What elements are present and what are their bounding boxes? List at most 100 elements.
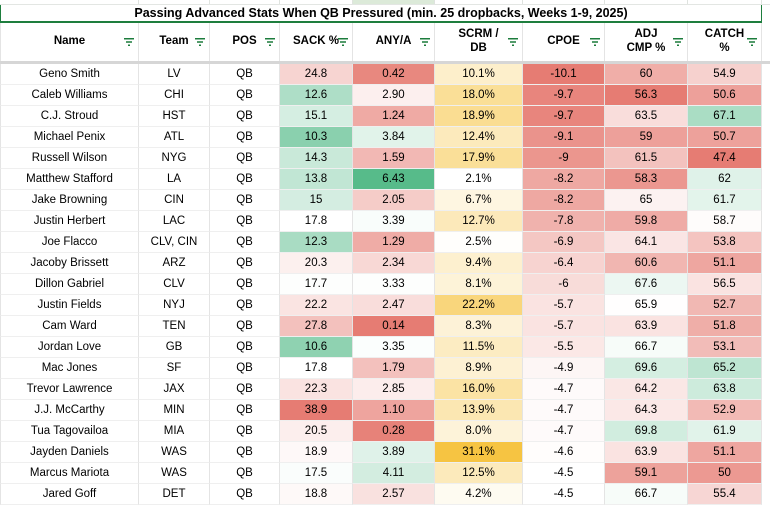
cell-catch[interactable]: 61.7 [688,190,762,211]
cell-cpoe[interactable]: -9 [523,148,605,169]
cell-catch[interactable]: 61.9 [688,421,762,442]
cell-cpoe[interactable]: -4.5 [523,484,605,505]
cell-catch[interactable]: 51.8 [688,316,762,337]
cell-anya[interactable]: 1.59 [353,148,435,169]
cell-sack[interactable]: 14.3 [280,148,353,169]
cell-sack[interactable]: 10.3 [280,127,353,148]
cell-team[interactable]: WAS [139,442,210,463]
cell-pos[interactable]: QB [210,295,280,316]
cell-name[interactable]: Joe Flacco [0,232,139,253]
cell-team[interactable]: JAX [139,379,210,400]
filter-icon[interactable] [419,37,431,47]
cell-name[interactable]: J.J. McCarthy [0,400,139,421]
cell-catch[interactable]: 52.7 [688,295,762,316]
cell-scrm[interactable]: 6.7% [435,190,523,211]
cell-catch[interactable]: 54.9 [688,64,762,85]
cell-catch[interactable]: 51.1 [688,442,762,463]
cell-pos[interactable]: QB [210,337,280,358]
cell-anya[interactable]: 3.35 [353,337,435,358]
filter-icon[interactable] [194,37,206,47]
cell-anya[interactable]: 1.79 [353,358,435,379]
cell-adj[interactable]: 63.9 [605,316,688,337]
cell-name[interactable]: Caleb Williams [0,85,139,106]
cell-cpoe[interactable]: -5.7 [523,316,605,337]
cell-sack[interactable]: 17.8 [280,358,353,379]
cell-scrm[interactable]: 18.9% [435,106,523,127]
cell-adj[interactable]: 69.8 [605,421,688,442]
cell-adj[interactable]: 66.7 [605,337,688,358]
cell-scrm[interactable]: 18.0% [435,85,523,106]
cell-name[interactable]: Tua Tagovailoa [0,421,139,442]
cell-catch[interactable]: 55.4 [688,484,762,505]
cell-pos[interactable]: QB [210,211,280,232]
cell-pos[interactable]: QB [210,148,280,169]
cell-pos[interactable]: QB [210,379,280,400]
cell-pos[interactable]: QB [210,232,280,253]
cell-pos[interactable]: QB [210,127,280,148]
cell-scrm[interactable]: 8.9% [435,358,523,379]
header-cell-team[interactable]: Team [139,23,210,61]
cell-adj[interactable]: 60 [605,64,688,85]
cell-cpoe[interactable]: -4.6 [523,442,605,463]
cell-adj[interactable]: 63.5 [605,106,688,127]
cell-sack[interactable]: 17.5 [280,463,353,484]
cell-team[interactable]: WAS [139,463,210,484]
cell-pos[interactable]: QB [210,64,280,85]
cell-name[interactable]: Justin Fields [0,295,139,316]
header-cell-adj[interactable]: ADJ CMP % [605,23,688,61]
cell-adj[interactable]: 63.9 [605,442,688,463]
cell-catch[interactable]: 53.8 [688,232,762,253]
cell-cpoe[interactable]: -4.7 [523,421,605,442]
cell-catch[interactable]: 58.7 [688,211,762,232]
cell-pos[interactable]: QB [210,85,280,106]
filter-icon[interactable] [672,37,684,47]
cell-pos[interactable]: QB [210,400,280,421]
cell-team[interactable]: TEN [139,316,210,337]
cell-name[interactable]: Michael Penix [0,127,139,148]
cell-team[interactable]: CIN [139,190,210,211]
cell-anya[interactable]: 2.34 [353,253,435,274]
cell-anya[interactable]: 0.28 [353,421,435,442]
cell-scrm[interactable]: 16.0% [435,379,523,400]
cell-team[interactable]: CLV [139,274,210,295]
cell-scrm[interactable]: 12.4% [435,127,523,148]
cell-team[interactable]: LAC [139,211,210,232]
cell-name[interactable]: Geno Smith [0,64,139,85]
cell-pos[interactable]: QB [210,442,280,463]
cell-cpoe[interactable]: -5.7 [523,295,605,316]
header-cell-catch[interactable]: CATCH % [688,23,762,61]
cell-adj[interactable]: 64.2 [605,379,688,400]
cell-scrm[interactable]: 11.5% [435,337,523,358]
cell-catch[interactable]: 56.5 [688,274,762,295]
cell-adj[interactable]: 66.7 [605,484,688,505]
cell-name[interactable]: Marcus Mariota [0,463,139,484]
cell-anya[interactable]: 3.39 [353,211,435,232]
cell-adj[interactable]: 64.3 [605,400,688,421]
cell-adj[interactable]: 59.8 [605,211,688,232]
cell-catch[interactable]: 50.6 [688,85,762,106]
header-cell-pos[interactable]: POS [210,23,280,61]
cell-anya[interactable]: 6.43 [353,169,435,190]
cell-pos[interactable]: QB [210,484,280,505]
cell-catch[interactable]: 67.1 [688,106,762,127]
cell-team[interactable]: ARZ [139,253,210,274]
cell-pos[interactable]: QB [210,316,280,337]
cell-cpoe[interactable]: -5.5 [523,337,605,358]
cell-scrm[interactable]: 2.1% [435,169,523,190]
cell-name[interactable]: Justin Herbert [0,211,139,232]
cell-scrm[interactable]: 22.2% [435,295,523,316]
cell-pos[interactable]: QB [210,274,280,295]
cell-pos[interactable]: QB [210,463,280,484]
cell-sack[interactable]: 27.8 [280,316,353,337]
cell-scrm[interactable]: 10.1% [435,64,523,85]
table-title[interactable]: Passing Advanced Stats When QB Pressured… [0,5,762,23]
cell-scrm[interactable]: 31.1% [435,442,523,463]
cell-anya[interactable]: 0.42 [353,64,435,85]
cell-anya[interactable]: 2.05 [353,190,435,211]
cell-scrm[interactable]: 17.9% [435,148,523,169]
cell-anya[interactable]: 1.29 [353,232,435,253]
cell-adj[interactable]: 56.3 [605,85,688,106]
cell-sack[interactable]: 12.6 [280,85,353,106]
cell-scrm[interactable]: 9.4% [435,253,523,274]
cell-anya[interactable]: 4.11 [353,463,435,484]
